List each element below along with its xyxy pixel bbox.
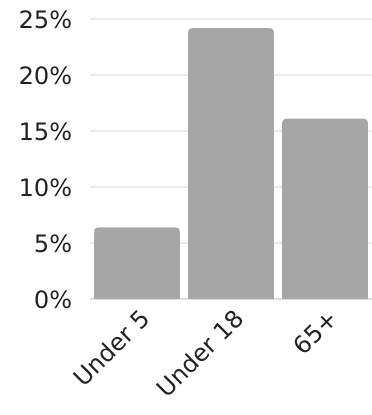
y-tick-label: 15% [19, 118, 72, 146]
y-tick-label: 20% [19, 62, 72, 90]
y-axis-ticks: 0% 5% 10% 15% 20% 25% [19, 6, 72, 314]
y-tick-label: 5% [34, 230, 72, 258]
y-tick-label: 25% [19, 6, 72, 34]
bar-under-18 [188, 27, 274, 300]
x-category-label: Under 18 [151, 304, 249, 402]
y-tick-label: 10% [19, 174, 72, 202]
y-tick-label: 0% [34, 286, 72, 314]
x-category-label: 65+ [288, 304, 344, 360]
x-category-label: Under 5 [68, 304, 155, 391]
bars [94, 27, 368, 300]
bar-65- [282, 118, 368, 300]
bar-under-5 [94, 227, 180, 299]
